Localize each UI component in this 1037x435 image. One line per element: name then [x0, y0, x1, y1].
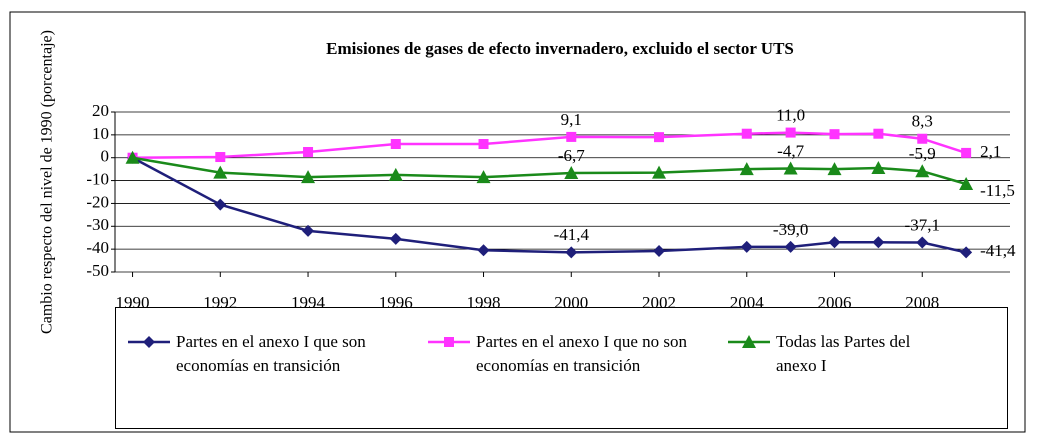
marker: [915, 164, 930, 178]
data-label: -39,0: [773, 220, 808, 239]
series-line: [131, 156, 967, 254]
marker: [566, 131, 577, 142]
marker: [654, 132, 665, 143]
marker: [476, 170, 491, 184]
legend-label: Partes en el anexo I que no son economía…: [476, 332, 688, 375]
marker: [916, 236, 929, 249]
y-tick-label: 20: [92, 101, 109, 120]
legend-label: Partes en el anexo I que son economías e…: [176, 332, 366, 375]
data-label: 11,0: [776, 105, 805, 124]
data-label: -4,7: [777, 141, 804, 160]
marker: [960, 246, 973, 259]
marker: [444, 337, 454, 347]
marker: [961, 147, 972, 158]
marker: [213, 165, 228, 179]
data-label: 9,1: [561, 110, 582, 129]
y-tick-label: -30: [86, 215, 109, 234]
data-label: -11,5: [980, 181, 1015, 200]
marker: [301, 170, 316, 184]
data-label: 8,3: [912, 112, 933, 131]
marker: [388, 167, 403, 181]
marker: [828, 236, 841, 249]
marker: [303, 147, 314, 157]
chart-title: Emisiones de gases de efecto invernadero…: [326, 39, 794, 58]
marker: [872, 236, 885, 249]
marker: [564, 166, 579, 180]
marker: [653, 244, 666, 257]
marker: [389, 232, 402, 245]
marker: [125, 150, 140, 164]
marker: [214, 198, 227, 211]
y-tick-label: -50: [86, 261, 109, 280]
marker: [478, 139, 489, 149]
marker: [565, 246, 578, 259]
marker: [302, 224, 315, 237]
marker: [390, 139, 401, 149]
marker: [740, 240, 753, 253]
marker: [784, 240, 797, 253]
data-label: -6,7: [558, 146, 585, 165]
series-line: [132, 131, 967, 159]
marker: [829, 129, 840, 140]
data-label: -5,9: [909, 144, 936, 163]
data-label: 2,1: [980, 142, 1001, 161]
legend-item: Todas las Partes del anexo I: [726, 330, 926, 428]
y-axis-label: Cambio respecto del nivel de 1990 (porce…: [39, 30, 56, 334]
legend: Partes en el anexo I que son economías e…: [115, 307, 1008, 429]
y-tick-label: 0: [101, 147, 110, 166]
marker: [917, 133, 928, 144]
marker: [215, 152, 226, 163]
legend-label: Todas las Partes del anexo I: [776, 332, 911, 375]
y-tick-label: -20: [86, 192, 109, 211]
marker: [477, 244, 490, 257]
y-tick-label: -40: [86, 238, 109, 257]
marker: [871, 161, 886, 174]
marker: [873, 128, 884, 139]
y-tick-label: -10: [86, 169, 109, 188]
legend-item: Partes en el anexo I que no son economía…: [426, 330, 726, 428]
data-label: -37,1: [905, 215, 940, 234]
marker: [739, 162, 754, 176]
marker: [783, 161, 798, 175]
legend-swatch: [428, 337, 470, 347]
marker: [827, 162, 842, 176]
chart-frame: [9, 11, 1026, 433]
marker: [742, 335, 756, 348]
marker: [959, 177, 974, 190]
series-line: [132, 156, 967, 186]
marker: [741, 128, 752, 139]
legend-swatch: [128, 336, 170, 348]
y-tick-label: 10: [92, 124, 109, 143]
data-label: -41,4: [554, 225, 590, 244]
marker: [652, 165, 667, 179]
marker: [785, 127, 796, 138]
data-label: -41,4: [980, 241, 1016, 260]
legend-item: Partes en el anexo I que son economías e…: [126, 330, 426, 428]
legend-swatch: [728, 335, 770, 348]
marker: [143, 336, 155, 348]
